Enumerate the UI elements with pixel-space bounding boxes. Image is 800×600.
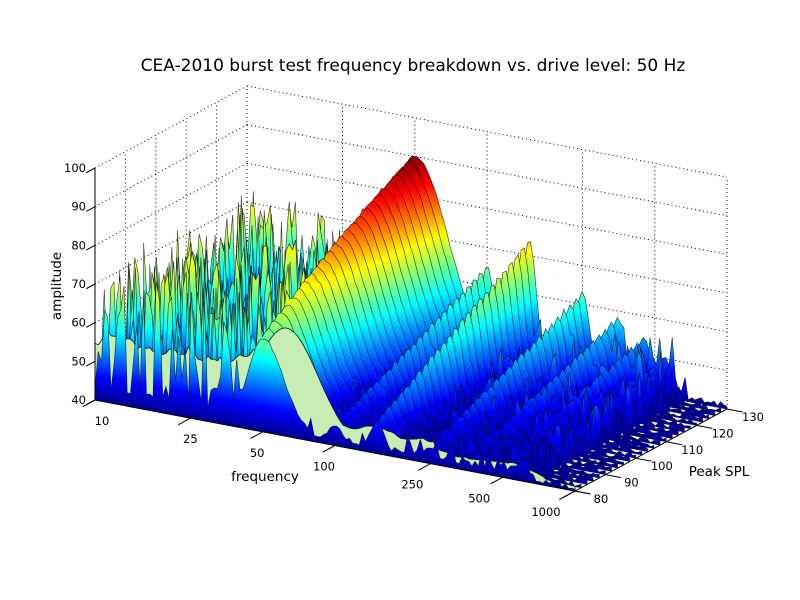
- waterfall-slice-spl-128: [240, 160, 722, 413]
- tick-label: 120: [712, 426, 734, 440]
- tick-label: 100: [651, 459, 673, 473]
- tick-label: 90: [71, 200, 86, 214]
- tick-label: 1000: [531, 505, 560, 519]
- tick-label: 50: [250, 446, 265, 460]
- tick-label: 10: [95, 414, 110, 428]
- chart-title: CEA-2010 burst test frequency breakdown …: [140, 56, 686, 76]
- tick-label: 100: [313, 460, 335, 474]
- tick-label: 110: [681, 443, 703, 457]
- tick-label: 90: [624, 476, 639, 490]
- y-axis-label: Peak SPL: [688, 464, 750, 480]
- tick-label: 60: [71, 316, 86, 330]
- tick-label: 80: [594, 492, 609, 506]
- tick-label: 500: [468, 491, 490, 505]
- waterfall-slice-spl-82: [100, 280, 582, 489]
- axes: 40 50 60 70 80 90 100 10 25 50 100 250 500 1000 80 90 10…: [64, 161, 764, 519]
- tick-label: 250: [401, 478, 423, 492]
- surface-slices: [94, 155, 728, 492]
- tick-label: 70: [71, 277, 86, 291]
- tick-label: 25: [183, 432, 198, 446]
- waterfall-slice-spl-110: [185, 222, 667, 443]
- z-axis-label: amplitude: [49, 251, 65, 321]
- tick-label: 100: [64, 161, 86, 175]
- waterfall-slice-spl-80: [94, 281, 576, 492]
- tick-label: 80: [71, 238, 86, 252]
- tick-label: 130: [742, 410, 764, 424]
- x-axis-label: frequency: [231, 469, 299, 485]
- tick-label: 50: [71, 354, 86, 368]
- tick-label: 40: [71, 393, 86, 407]
